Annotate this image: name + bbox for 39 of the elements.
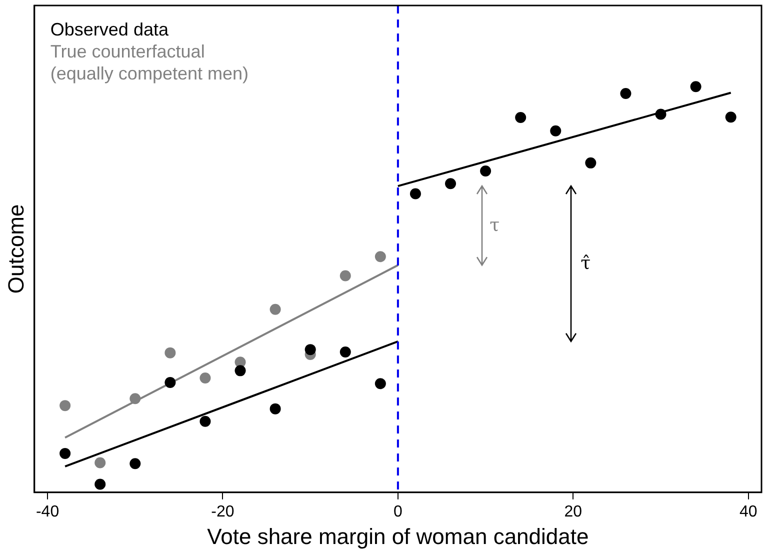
point [270, 403, 281, 414]
x-tick-label: 0 [393, 503, 402, 520]
y-axis-title: Outcome [3, 204, 28, 294]
x-tick-label: 40 [739, 503, 758, 520]
point [374, 378, 386, 390]
point [94, 478, 106, 490]
annotation: τ [490, 214, 500, 238]
point [164, 376, 176, 388]
text: True counterfactual (equally competent men) [50, 41, 249, 84]
x-tick-label: -20 [211, 503, 234, 520]
x-tick-label: 20 [564, 503, 582, 520]
point [270, 304, 281, 315]
point [374, 251, 386, 262]
text: Observed data [50, 19, 170, 40]
point [550, 125, 562, 136]
point [130, 393, 141, 404]
point [94, 457, 106, 468]
point [60, 400, 71, 412]
x-axis-title: Vote share margin of woman candidate [207, 524, 589, 549]
annotation: τ̂ [580, 252, 591, 276]
point [340, 346, 351, 358]
point [164, 347, 176, 358]
point [340, 270, 351, 282]
point [304, 344, 316, 356]
point [445, 178, 456, 190]
point [655, 108, 666, 120]
point [234, 365, 246, 376]
point [585, 157, 596, 168]
point [620, 88, 632, 100]
point [725, 112, 736, 123]
point [60, 448, 71, 459]
point [480, 166, 492, 177]
x-tick-label: -40 [36, 503, 60, 520]
point [130, 458, 141, 470]
point [690, 81, 702, 92]
point [410, 188, 421, 200]
point [200, 372, 211, 384]
point [515, 112, 526, 123]
point [200, 416, 211, 427]
